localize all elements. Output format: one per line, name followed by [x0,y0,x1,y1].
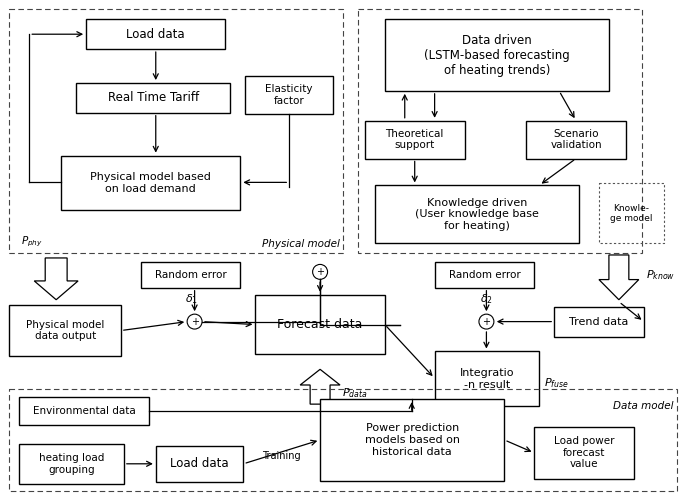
Text: Integratio
-n result: Integratio -n result [460,368,514,390]
FancyBboxPatch shape [19,397,149,425]
FancyBboxPatch shape [76,83,230,113]
Text: Forecast data: Forecast data [277,318,363,331]
Text: Trend data: Trend data [569,316,629,327]
Text: $P_{know}$: $P_{know}$ [646,268,675,282]
FancyBboxPatch shape [554,307,644,336]
Text: Elasticity
factor: Elasticity factor [266,84,313,106]
Text: $P_{fuse}$: $P_{fuse}$ [544,376,569,390]
FancyBboxPatch shape [526,121,626,159]
Text: Real Time Tariff: Real Time Tariff [108,91,199,104]
Text: Power prediction
models based on
historical data: Power prediction models based on histori… [364,423,460,457]
Text: Environmental data: Environmental data [33,406,136,416]
FancyBboxPatch shape [385,19,609,91]
FancyBboxPatch shape [434,351,539,406]
Text: +: + [316,267,324,277]
Text: +: + [190,316,199,327]
FancyBboxPatch shape [10,305,121,356]
Text: Theoretical
support: Theoretical support [386,129,444,150]
FancyBboxPatch shape [365,121,464,159]
Text: $\delta_1$: $\delta_1$ [185,292,198,305]
Text: Random error: Random error [155,270,227,280]
Text: Physical model: Physical model [262,239,340,249]
Text: Load power
forecast
value: Load power forecast value [553,436,614,470]
Text: Physical model
data output: Physical model data output [26,320,104,341]
Text: Random error: Random error [449,270,521,280]
FancyBboxPatch shape [256,295,385,354]
Text: Data driven
(LSTM-based forecasting
of heating trends): Data driven (LSTM-based forecasting of h… [424,33,570,76]
FancyBboxPatch shape [245,76,333,114]
FancyBboxPatch shape [155,446,243,482]
FancyBboxPatch shape [19,444,124,484]
Text: $\delta_2$: $\delta_2$ [480,292,493,305]
Text: Knowledge driven
(User knowledge base
for heating): Knowledge driven (User knowledge base fo… [415,198,539,231]
FancyBboxPatch shape [61,156,240,210]
Text: Load data: Load data [171,457,229,470]
Text: +: + [482,316,490,327]
FancyBboxPatch shape [375,185,579,243]
FancyBboxPatch shape [434,262,534,288]
FancyBboxPatch shape [141,262,240,288]
Text: Scenario
validation: Scenario validation [550,129,602,150]
FancyBboxPatch shape [320,399,504,481]
Text: Data model: Data model [613,401,673,411]
FancyBboxPatch shape [86,19,225,49]
Text: heating load
grouping: heating load grouping [39,453,104,475]
FancyBboxPatch shape [534,427,634,479]
Text: $P_{phy}$: $P_{phy}$ [21,235,43,249]
Text: Physical model based
on load demand: Physical model based on load demand [90,172,211,194]
Text: $P_{data}$: $P_{data}$ [342,386,368,400]
Text: Knowle-
ge model: Knowle- ge model [610,204,653,223]
Text: Load data: Load data [127,28,185,41]
Text: Training: Training [262,451,301,461]
